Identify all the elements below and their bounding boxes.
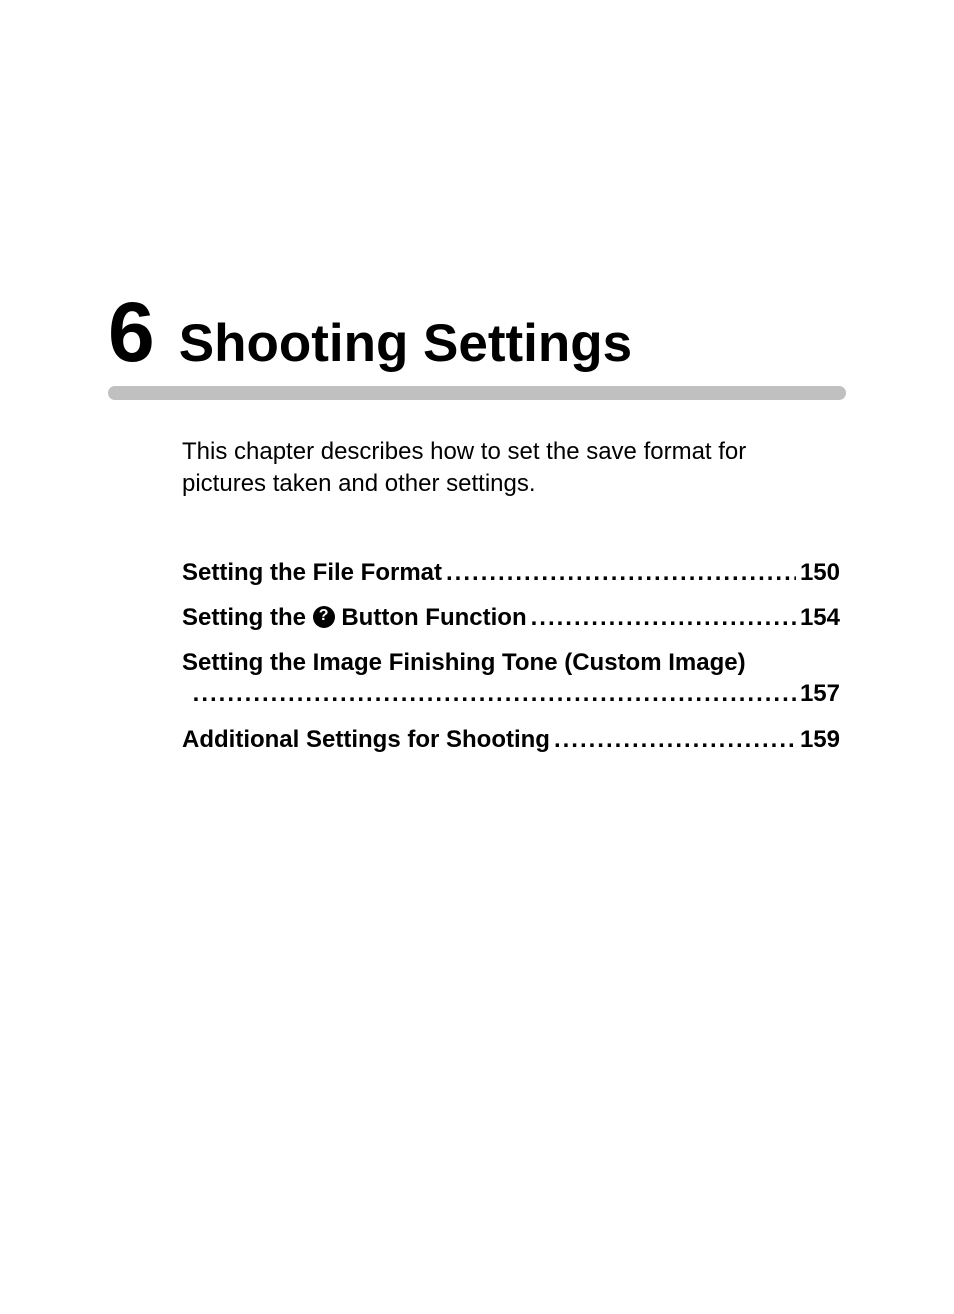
- toc-page-number: 154: [800, 602, 840, 633]
- toc-leader-dots: ........................................…: [446, 557, 796, 588]
- chapter-page: 6 Shooting Settings This chapter describ…: [0, 0, 954, 755]
- toc-entry: Setting the ? Button Function ..........…: [182, 602, 840, 633]
- toc-page-number: 157: [800, 678, 840, 709]
- toc-label-suffix: Button Function: [335, 604, 527, 631]
- toc-label: Setting the Image Finishing Tone (Custom…: [182, 647, 840, 678]
- chapter-heading: 6 Shooting Settings: [108, 290, 846, 374]
- toc-leader-dots: ........................................…: [193, 678, 796, 709]
- heading-divider: [108, 386, 846, 400]
- toc-page-number: 150: [800, 557, 840, 588]
- chapter-intro: This chapter describes how to set the sa…: [182, 436, 822, 501]
- toc-page-number: 159: [800, 724, 840, 755]
- chapter-number: 6: [108, 290, 155, 374]
- toc-entry: Setting the Image Finishing Tone (Custom…: [182, 647, 840, 709]
- toc-label: Setting the File Format: [182, 557, 442, 588]
- toc-label-prefix: Setting the: [182, 604, 313, 631]
- toc-label: Additional Settings for Shooting: [182, 724, 550, 755]
- question-button-icon: ?: [313, 606, 335, 628]
- toc-leader-dots: ........................................…: [554, 724, 796, 755]
- toc-label-continuation: [182, 678, 189, 709]
- toc-leader-dots: ........................................…: [531, 602, 796, 633]
- toc-entry: Setting the File Format ................…: [182, 557, 840, 588]
- toc-label: Setting the ? Button Function: [182, 602, 527, 633]
- chapter-title: Shooting Settings: [179, 313, 632, 374]
- toc-entry: Additional Settings for Shooting .......…: [182, 724, 840, 755]
- toc: Setting the File Format ................…: [182, 557, 840, 755]
